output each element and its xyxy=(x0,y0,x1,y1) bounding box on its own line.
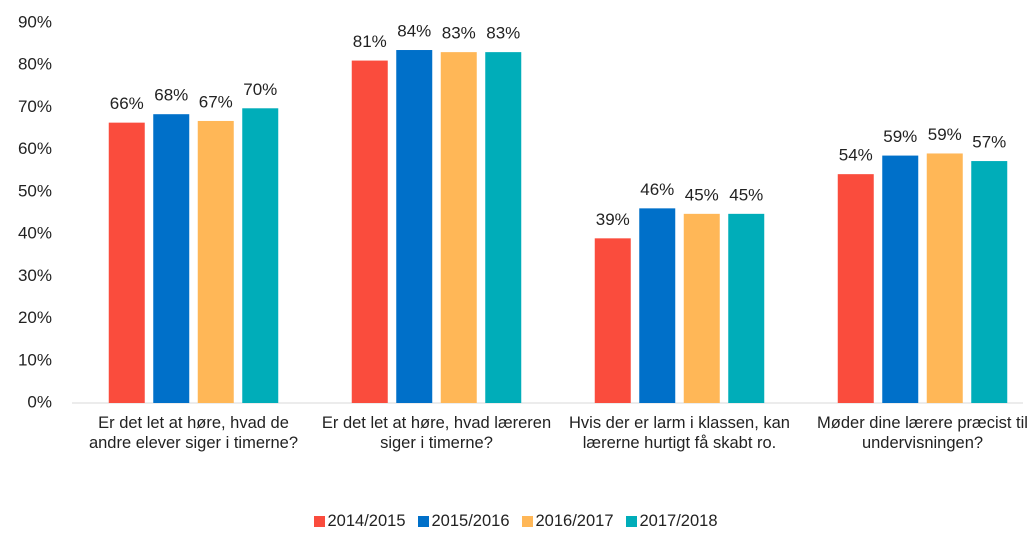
legend-swatch xyxy=(521,516,533,527)
y-tick-label: 40% xyxy=(18,224,52,243)
data-label: 81% xyxy=(353,32,387,51)
data-label: 54% xyxy=(839,146,873,165)
bar xyxy=(728,213,765,403)
bar xyxy=(594,238,631,403)
data-label: 84% xyxy=(397,22,431,41)
bar xyxy=(971,161,1008,403)
x-tick-label: Møder dine lærere præcist til undervisni… xyxy=(817,414,1028,452)
legend-label: 2015/2016 xyxy=(431,512,510,530)
legend-item: 2016/2017 xyxy=(521,512,614,531)
y-tick-label: 80% xyxy=(18,55,52,74)
bar xyxy=(242,108,279,404)
y-tick-label: 20% xyxy=(18,308,52,327)
bar xyxy=(396,50,433,404)
bar xyxy=(197,120,234,403)
legend-item: 2017/2018 xyxy=(625,512,718,531)
data-label: 67% xyxy=(199,92,233,111)
bar xyxy=(153,114,190,403)
y-tick-label: 70% xyxy=(18,97,52,116)
data-label: 59% xyxy=(883,127,917,146)
bar xyxy=(639,208,676,403)
data-label: 66% xyxy=(110,94,144,113)
legend-item: 2014/2015 xyxy=(313,512,406,531)
bar xyxy=(440,52,477,404)
y-tick-label: 50% xyxy=(18,181,52,200)
data-label: 68% xyxy=(154,86,188,105)
data-label: 59% xyxy=(928,125,962,144)
data-label: 45% xyxy=(685,185,719,204)
legend-label: 2017/2018 xyxy=(639,512,718,530)
data-label: 39% xyxy=(596,210,630,229)
legend-swatch xyxy=(313,516,325,527)
legend-label: 2016/2017 xyxy=(535,512,614,530)
data-label: 45% xyxy=(729,185,763,204)
legend-item: 2015/2016 xyxy=(417,512,510,531)
x-tick-label: Er det let at høre, hvad læreren siger i… xyxy=(321,414,552,452)
bar xyxy=(485,52,522,404)
y-tick-label: 30% xyxy=(18,266,52,285)
bar xyxy=(683,213,720,403)
legend: 2014/2015 2015/2016 2016/2017 2017/2018 xyxy=(0,512,1031,531)
x-tick-label: Er det let at høre, hvad de andre elever… xyxy=(88,414,299,452)
bar xyxy=(837,174,874,403)
legend-label: 2014/2015 xyxy=(327,512,406,530)
data-label: 46% xyxy=(640,180,674,199)
y-tick-label: 90% xyxy=(18,12,52,31)
bar xyxy=(108,122,145,404)
data-label: 57% xyxy=(972,133,1006,152)
data-label: 70% xyxy=(243,80,277,99)
data-label: 83% xyxy=(486,24,520,43)
y-tick-label: 0% xyxy=(27,392,52,411)
bar xyxy=(882,155,919,403)
y-tick-label: 10% xyxy=(18,350,52,369)
legend-swatch xyxy=(625,516,637,527)
data-label: 83% xyxy=(442,24,476,43)
bar xyxy=(926,153,963,403)
x-tick-label: Hvis der er larm i klassen, kan lærerne … xyxy=(569,414,790,452)
y-tick-label: 60% xyxy=(18,139,52,158)
bar xyxy=(351,60,388,403)
legend-swatch xyxy=(417,516,429,527)
